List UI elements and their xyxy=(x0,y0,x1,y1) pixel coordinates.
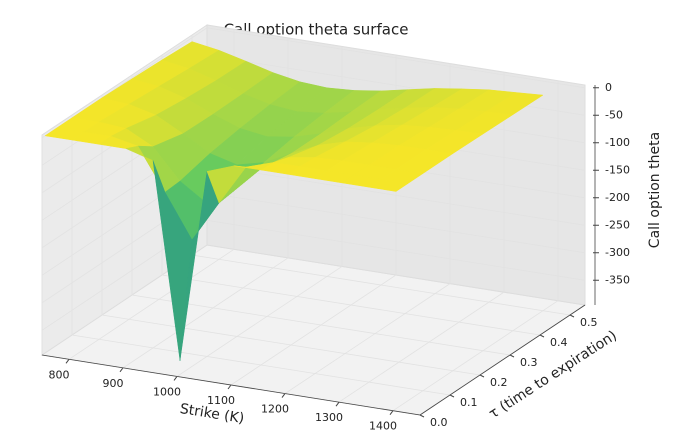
grid-line xyxy=(41,219,586,331)
tick-mark xyxy=(335,401,340,407)
x-tick-label: 1300 xyxy=(315,411,343,424)
y-tick-label: 0.4 xyxy=(550,336,568,349)
y-tick-label: 0.0 xyxy=(430,416,448,429)
tick-mark xyxy=(65,358,70,364)
tick-mark xyxy=(227,384,232,390)
y-tick-label: 0.1 xyxy=(460,396,478,409)
z-tick-label: -150 xyxy=(605,163,630,176)
chart-title: Call option theta surface xyxy=(224,21,409,39)
z-axis-label: Call option theta xyxy=(647,132,663,248)
tick-mark xyxy=(173,376,178,381)
tick-mark xyxy=(281,393,286,398)
z-tick-label: 0 xyxy=(605,81,612,94)
grid-line xyxy=(101,95,481,376)
grid-line xyxy=(71,115,451,396)
grid-line xyxy=(392,80,559,412)
y-tick-label: 0.3 xyxy=(520,356,538,369)
y-axis xyxy=(419,304,586,416)
grid-line xyxy=(338,72,505,403)
x-tick-label: 1000 xyxy=(153,385,181,398)
x-tick-label: 900 xyxy=(103,377,124,390)
x-axis xyxy=(41,354,421,416)
y-tick-label: 0.5 xyxy=(580,316,598,329)
tick-mark xyxy=(539,334,545,338)
x-tick-label: 1200 xyxy=(261,403,289,416)
x-tick-label: 1400 xyxy=(369,420,397,433)
x-tick-label: 800 xyxy=(49,368,70,381)
x-axis-label: Strike (K) xyxy=(179,401,246,427)
z-tick-label: -300 xyxy=(605,246,630,259)
z-tick-label: -200 xyxy=(605,191,630,204)
x-tick-label: 1100 xyxy=(207,394,235,407)
tick-mark xyxy=(569,314,575,318)
surface-cell xyxy=(368,178,409,192)
tick-mark xyxy=(479,374,485,378)
tick-mark xyxy=(449,394,455,398)
z-tick-label: -50 xyxy=(605,108,623,121)
tick-mark xyxy=(509,354,515,358)
z-tick-label: -100 xyxy=(605,136,630,149)
z-tick-label: -350 xyxy=(605,273,630,286)
z-tick-label: -250 xyxy=(605,218,630,231)
tick-mark xyxy=(419,414,425,418)
tick-mark xyxy=(389,410,394,416)
y-tick-label: 0.2 xyxy=(490,376,508,389)
tick-mark xyxy=(119,367,124,373)
